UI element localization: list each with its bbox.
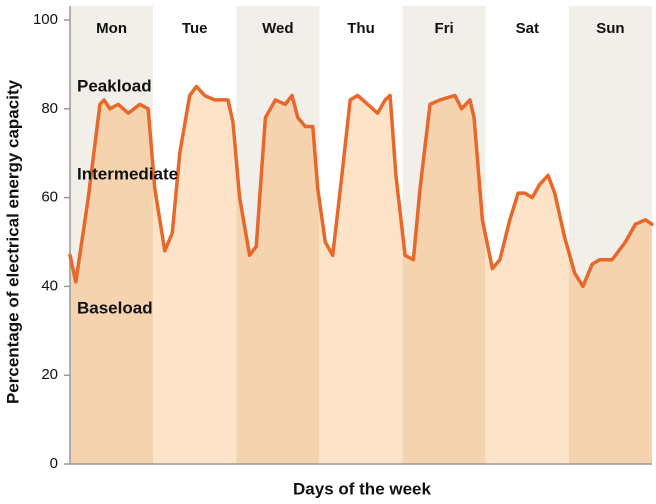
day-label: Thu xyxy=(347,20,375,37)
day-label: Wed xyxy=(262,20,293,37)
y-axis-title: Percentage of electrical energy capacity xyxy=(3,79,22,404)
y-tick-label: 60 xyxy=(41,189,58,206)
x-axis-title: Days of the week xyxy=(293,479,431,498)
day-label: Tue xyxy=(182,20,208,37)
y-tick-label: 40 xyxy=(41,277,58,294)
y-tick-label: 80 xyxy=(41,100,58,117)
load-curve xyxy=(68,84,654,289)
y-tick-label: 100 xyxy=(33,11,58,28)
annotation: Intermediate xyxy=(77,164,178,183)
day-label: Fri xyxy=(435,20,454,37)
annotation: Baseload xyxy=(77,298,153,317)
y-tick-label: 20 xyxy=(41,366,58,383)
day-label: Mon xyxy=(96,20,127,37)
y-tick-label: 0 xyxy=(50,455,58,472)
annotation: Peakload xyxy=(77,76,152,95)
day-label: Sat xyxy=(516,20,539,37)
day-label: Sun xyxy=(596,20,624,37)
